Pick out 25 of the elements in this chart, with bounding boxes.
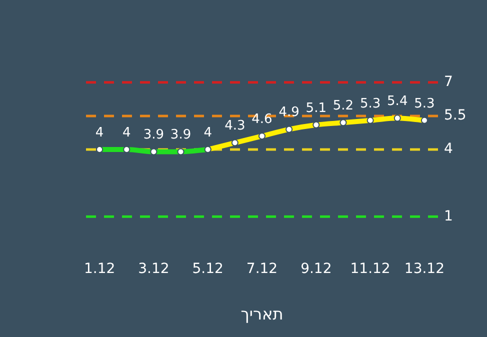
data-label: 4.3: [224, 118, 246, 134]
x-tick-label: 9.12: [300, 261, 332, 278]
ref-line-label: 1: [444, 208, 453, 224]
ref-line-label: 4: [444, 141, 453, 158]
x-axis-title: תאריך: [240, 304, 284, 324]
ref-line-label: 7: [444, 74, 453, 90]
data-label: 5.3: [414, 96, 435, 112]
x-tick-label: 5.12: [192, 261, 224, 278]
x-tick-label: 3.12: [138, 261, 170, 278]
x-tick-label: 13.12: [404, 261, 445, 278]
data-label: 4: [95, 125, 104, 140]
x-tick-label: 7.12: [246, 261, 278, 278]
data-label: 4: [122, 125, 131, 140]
data-label: 3.9: [170, 128, 192, 143]
data-label: 4.9: [278, 105, 300, 120]
data-label: 5.2: [332, 98, 354, 114]
data-label: 4.6: [252, 112, 272, 127]
data-label: 5.4: [387, 94, 408, 110]
data-label: 3.9: [143, 128, 164, 143]
data-label: 5.3: [360, 96, 381, 112]
data-label: 4: [204, 125, 212, 140]
ref-line-label: 5.5: [444, 108, 466, 124]
x-tick-label: 1.12: [84, 261, 116, 278]
data-label: 5.1: [306, 100, 326, 116]
x-tick-label: 11.12: [350, 261, 390, 278]
